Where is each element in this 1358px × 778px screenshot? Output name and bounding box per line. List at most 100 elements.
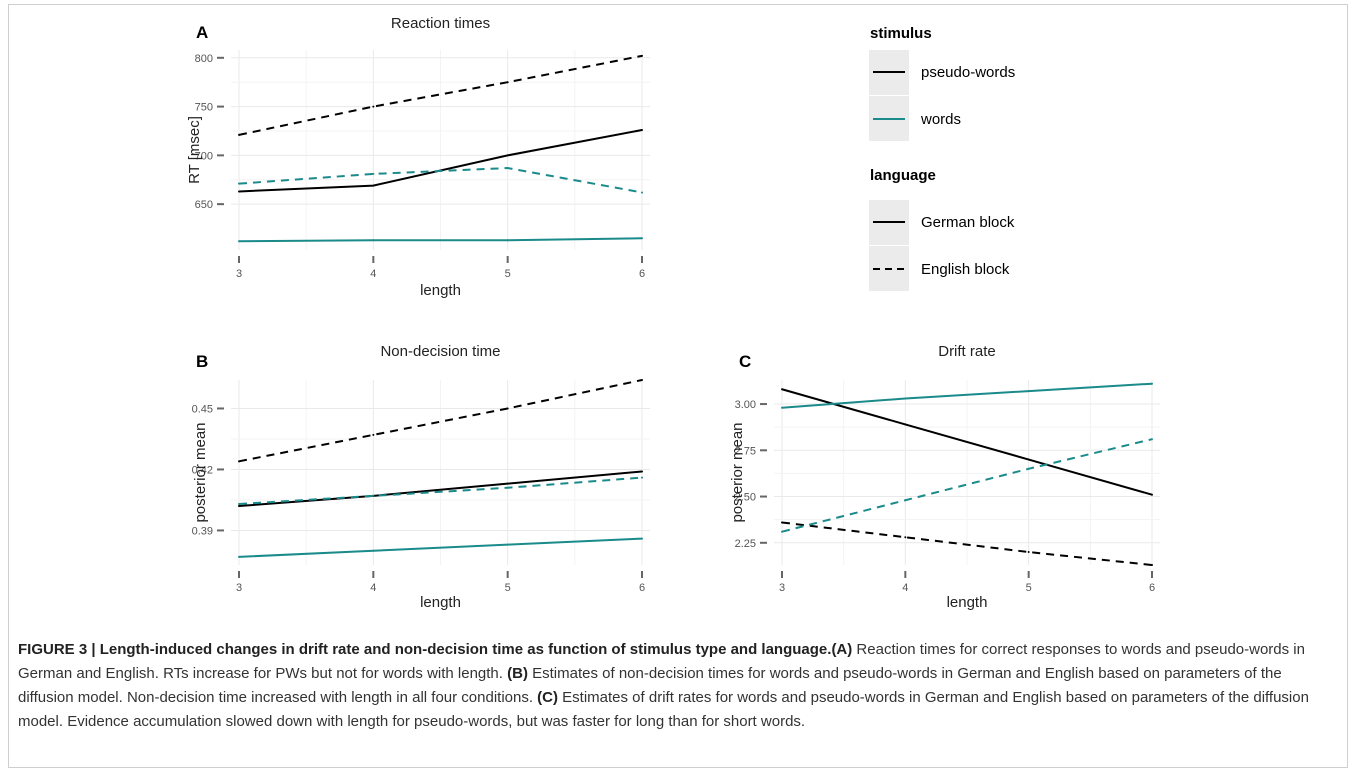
legend-label-pseudo-words: pseudo-words — [921, 64, 1015, 81]
legend-label-english-block: English block — [921, 261, 1010, 278]
chart-title: Non-decision time — [380, 343, 500, 360]
y-tick-label: 800 — [195, 53, 213, 65]
legend-label-words: words — [920, 111, 961, 128]
series-line-pseudo-words-german-block — [781, 388, 1153, 496]
series-line-words-english-block — [781, 438, 1153, 533]
data-point — [238, 182, 240, 185]
data-point — [781, 521, 783, 524]
data-point — [238, 503, 240, 506]
panel-b: B Non-decision time 0.39 0.42 0.45 3 4 5 6 lengt… — [192, 343, 650, 611]
series-line-words-english-block — [238, 167, 643, 194]
y-axis-label: posterior mean — [729, 422, 746, 522]
y-tick-label: 2.50 — [735, 492, 756, 504]
panel-a-letter: A — [196, 23, 208, 42]
series-line-pseudo-words-english-block — [238, 379, 643, 463]
data-point — [641, 237, 643, 240]
data-point — [506, 482, 509, 485]
data-point — [781, 406, 783, 409]
data-point — [1027, 467, 1030, 470]
data-point — [1027, 458, 1030, 461]
figure-caption: FIGURE 3 | Length-induced changes in dri… — [18, 638, 1338, 734]
data-point — [506, 239, 509, 242]
y-tick-label: 0.42 — [192, 464, 213, 476]
data-point — [506, 154, 509, 157]
data-point — [781, 388, 783, 391]
data-point — [238, 240, 240, 243]
data-point — [506, 407, 509, 410]
legend-language-title: language — [870, 167, 936, 184]
data-point — [904, 499, 907, 502]
data-point — [238, 555, 240, 558]
data-point — [372, 239, 375, 242]
x-tick-label: 4 — [370, 268, 376, 280]
x-tick-label: 6 — [639, 268, 645, 280]
data-point — [904, 536, 907, 539]
figure-canvas: A Reaction times 650 700 750 800 3 4 5 6 length RT… — [186, 15, 1160, 611]
series-line-words-german-block — [238, 237, 643, 243]
data-point — [372, 494, 375, 497]
panel-c-letter: C — [739, 352, 751, 371]
y-tick-label: 700 — [195, 150, 213, 162]
data-point — [1151, 564, 1153, 566]
series-line-pseudo-words-english-block — [781, 521, 1153, 566]
data-point — [372, 172, 375, 175]
y-tick-label: 0.45 — [192, 403, 213, 415]
legend-label-german-block: German block — [921, 214, 1015, 231]
data-point — [238, 460, 240, 463]
caption-c-text: Estimates of drift rates for words and p… — [18, 689, 1309, 730]
legend-stimulus-title: stimulus — [870, 25, 932, 42]
data-point — [641, 470, 643, 473]
data-point — [506, 81, 509, 84]
x-tick-label: 3 — [236, 582, 242, 594]
data-point — [641, 54, 643, 57]
data-point — [506, 167, 509, 170]
data-point — [641, 379, 643, 381]
x-tick-label: 5 — [1026, 582, 1032, 594]
y-tick-label: 3.00 — [735, 399, 756, 411]
data-point — [372, 105, 375, 108]
caption-label: FIGURE 3 | Length-induced changes in dri… — [18, 641, 832, 658]
caption-a-tag: (A) — [831, 641, 853, 658]
caption-b-tag: (B) — [507, 665, 528, 682]
data-point — [781, 530, 783, 533]
data-point — [372, 549, 375, 552]
y-tick-label: 2.75 — [735, 445, 756, 457]
series-line-words-german-block — [238, 537, 643, 558]
x-tick-label: 4 — [370, 582, 376, 594]
y-tick-label: 750 — [195, 102, 213, 114]
x-tick-label: 5 — [505, 268, 511, 280]
data-point — [1027, 390, 1030, 393]
data-point — [1151, 438, 1153, 441]
panel-a: A Reaction times 650 700 750 800 3 4 5 6 length RT… — [186, 15, 650, 299]
data-point — [904, 397, 907, 400]
data-point — [372, 184, 375, 187]
figure-frame — [8, 4, 1348, 768]
data-point — [1027, 551, 1030, 554]
data-point — [641, 129, 643, 131]
chart-title: Reaction times — [391, 15, 490, 32]
data-point — [641, 191, 643, 194]
caption-a-text: Reaction times for correct responses to … — [18, 641, 1305, 682]
data-point — [1151, 382, 1153, 385]
series-line-pseudo-words-english-block — [238, 54, 643, 136]
panel-c: C Drift rate 2.25 2.50 2.75 3.00 3 4 5 6 length po… — [729, 343, 1160, 611]
series-line-words-german-block — [781, 382, 1153, 409]
data-point — [904, 423, 907, 426]
series-line-pseudo-words-german-block — [238, 470, 643, 508]
data-point — [238, 505, 240, 508]
data-point — [1151, 493, 1153, 496]
x-tick-label: 3 — [779, 582, 785, 594]
y-axis-label: RT [msec] — [186, 116, 203, 184]
y-tick-label: 0.39 — [192, 525, 213, 537]
chart-title: Drift rate — [938, 343, 996, 360]
series-line-words-english-block — [238, 476, 643, 506]
x-tick-label: 5 — [505, 582, 511, 594]
data-point — [238, 133, 240, 136]
y-tick-label: 2.25 — [735, 538, 756, 550]
data-point — [641, 537, 643, 540]
x-tick-label: 3 — [236, 268, 242, 280]
legend: stimulus pseudo-words words language Ger… — [869, 25, 1015, 291]
x-axis-label: length — [420, 594, 461, 611]
data-point — [372, 433, 375, 436]
x-tick-label: 6 — [639, 582, 645, 594]
